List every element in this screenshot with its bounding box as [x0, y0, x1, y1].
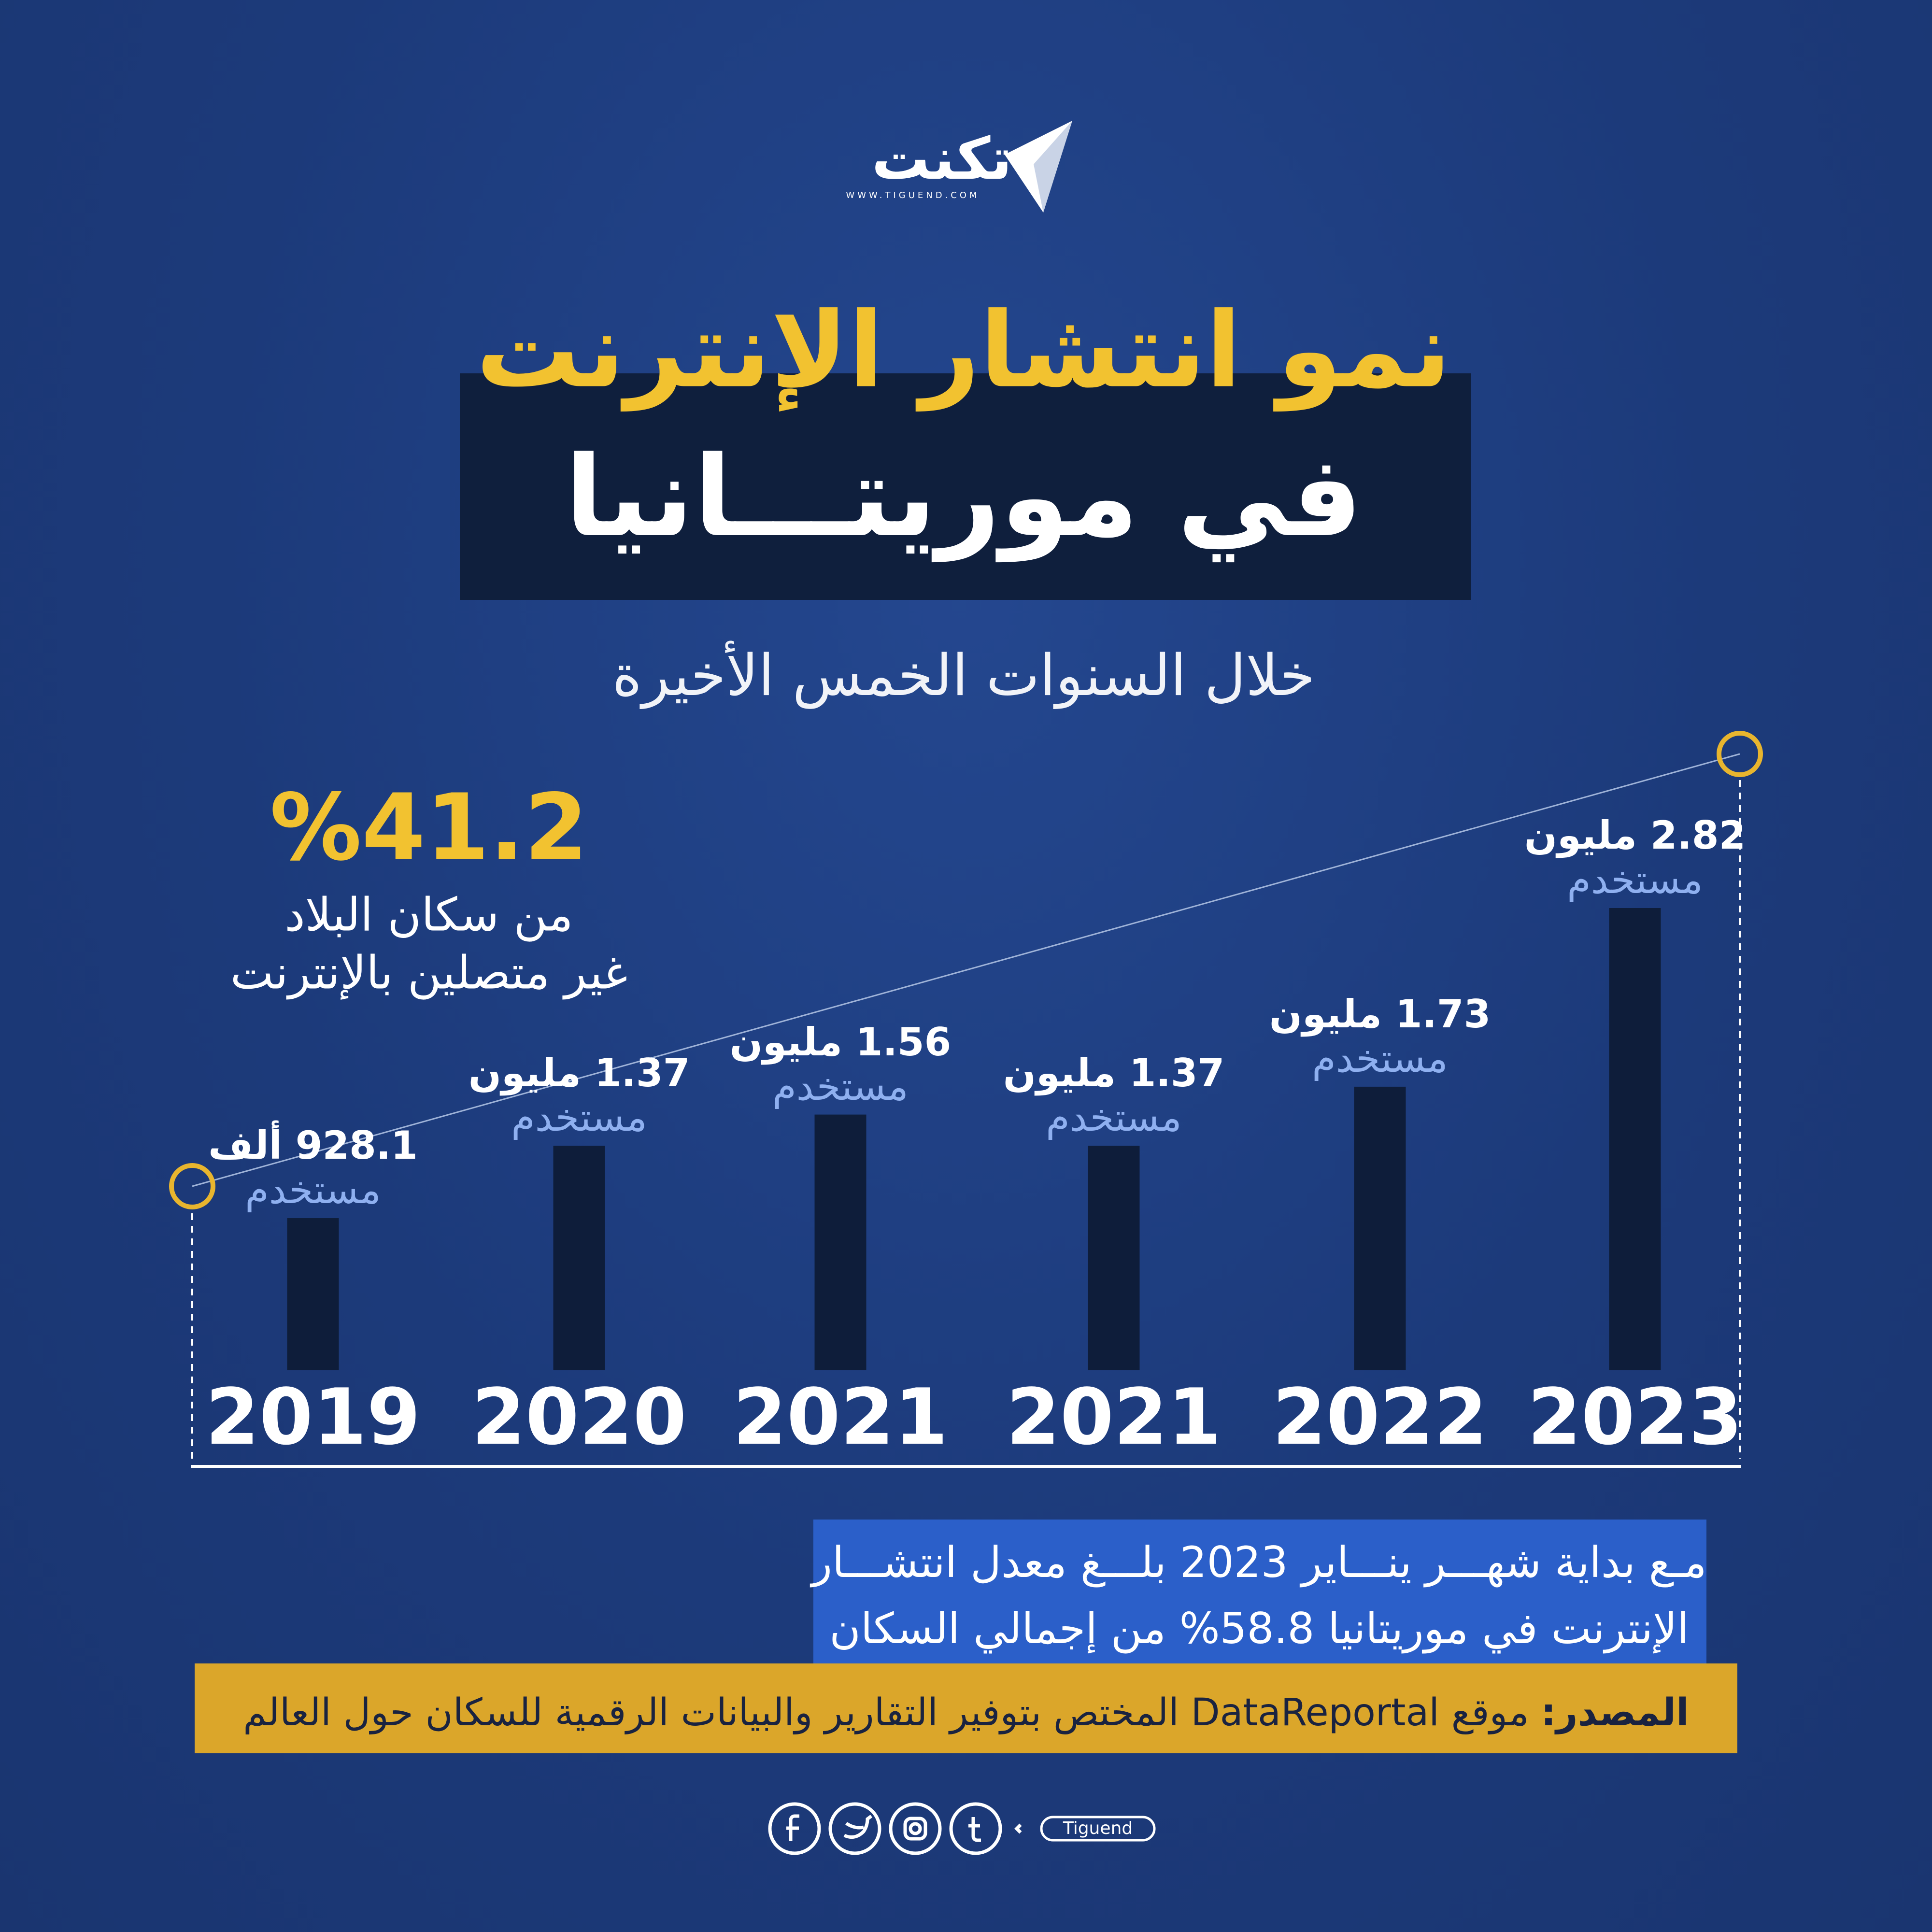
- value-unit: مستخدم: [1567, 857, 1703, 902]
- source-label: المصدر:: [1541, 1691, 1689, 1734]
- stat-line-2: غير متصلين بالإنترنت: [230, 946, 628, 1000]
- x-tick-label: 2021: [733, 1372, 948, 1462]
- twitter-icon[interactable]: [828, 1802, 881, 1855]
- value-label: 1.56 مليون: [729, 1019, 952, 1065]
- trend-line: [192, 753, 1740, 1187]
- trend-marker: [1717, 731, 1763, 777]
- bar: [1609, 908, 1661, 1370]
- bar: [1354, 1086, 1406, 1370]
- value-unit: مستخدم: [1046, 1095, 1182, 1140]
- x-tick-label: 2023: [1527, 1372, 1743, 1462]
- footer-handle[interactable]: Tiguend: [1063, 1818, 1133, 1838]
- value-label: 1.73 مليون: [1269, 991, 1491, 1037]
- note-line-2: الإنترنت في موريتانيا 58.8% من إجمالي ال…: [829, 1604, 1689, 1653]
- value-unit: مستخدم: [772, 1064, 909, 1109]
- note-box: [813, 1520, 1706, 1670]
- x-tick-label: 2022: [1272, 1372, 1488, 1462]
- logo-name: تكنت: [871, 126, 1012, 193]
- note-line-1: مـع بداية شهـــر ينـــاير 2023 بلـــغ مع…: [811, 1537, 1707, 1587]
- instagram-glyph: [903, 1817, 927, 1841]
- facebook-icon[interactable]: [768, 1802, 821, 1855]
- value-label: 1.37 مليون: [468, 1051, 690, 1096]
- handle-pill: [1040, 1816, 1156, 1842]
- tumblr-glyph: [968, 1817, 981, 1842]
- value-label: 928.1 ألف: [208, 1123, 418, 1168]
- value-unit: مستخدم: [1312, 1036, 1448, 1081]
- instagram-lens: [909, 1822, 922, 1835]
- logo-url: WWW.TIGUEND.COM: [846, 190, 980, 200]
- twitter-glyph: [843, 1815, 873, 1839]
- instagram-icon[interactable]: [889, 1802, 942, 1855]
- tumblr-icon[interactable]: [949, 1802, 1002, 1855]
- x-tick-label: 2021: [1006, 1372, 1222, 1462]
- x-tick-label: 2020: [471, 1372, 687, 1462]
- value-unit: مستخدم: [511, 1095, 647, 1140]
- bar: [553, 1146, 605, 1370]
- arrow: [1014, 1823, 1022, 1834]
- source: المصدر: موقع DataReportal المختص بتوفير …: [243, 1694, 1689, 1732]
- title-line-1: نمو انتشار الإنترنت: [476, 289, 1451, 411]
- social-icons: [768, 1802, 1156, 1855]
- stat-value: %41.2: [270, 774, 588, 881]
- trend-marker: [169, 1163, 215, 1209]
- bar: [814, 1114, 867, 1370]
- x-tick-label: 2019: [205, 1372, 421, 1462]
- source-box: [195, 1663, 1737, 1753]
- source-text: موقع DataReportal المختص بتوفير التقارير…: [243, 1691, 1529, 1734]
- value-label: 1.37 مليون: [1003, 1051, 1225, 1096]
- facebook-glyph: [786, 1814, 799, 1841]
- stat-line-1: من سكان البلاد: [284, 888, 573, 942]
- value-label: 2.82 مليون: [1524, 813, 1746, 858]
- title-line-2: في موريتـــانيا: [565, 433, 1363, 562]
- title-box: [460, 373, 1471, 600]
- bar: [287, 1218, 339, 1370]
- value-unit: مستخدم: [245, 1167, 381, 1213]
- subtitle: خلال السنوات الخمس الأخيرة: [612, 642, 1315, 709]
- bar: [1088, 1146, 1140, 1370]
- logo-mark-shade: [1034, 121, 1072, 213]
